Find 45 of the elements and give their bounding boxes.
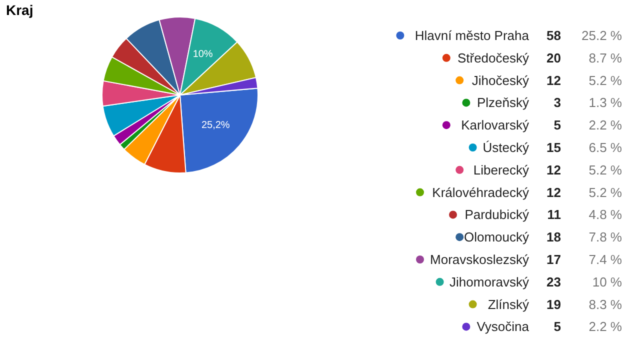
text: 11: [547, 207, 561, 222]
text: 58: [546, 28, 561, 43]
legend-label: Olomoucký: [464, 230, 530, 245]
data-label: 4.8 %: [588, 207, 622, 222]
text: 5: [554, 319, 561, 334]
data-label: 2.2 %: [588, 319, 622, 334]
legend-label: Plzeňský: [476, 95, 530, 110]
legend-label: Karlovarský: [461, 118, 530, 133]
legend-label: Liberecký: [473, 162, 530, 178]
text: 25,2%: [201, 120, 230, 131]
text: 17: [546, 252, 561, 267]
data-label: 5.2 %: [588, 184, 622, 200]
text: 23: [546, 274, 561, 290]
text: 12: [546, 162, 561, 178]
text: 19: [546, 296, 561, 312]
legend-label: Jihočeský: [472, 72, 530, 88]
data-label: 2.2 %: [588, 118, 622, 133]
data-label: 6.5 %: [588, 140, 622, 155]
data-label: 10 %: [592, 274, 622, 290]
data-label: 8.7 %: [588, 50, 622, 66]
legend-label: Středočeský: [457, 50, 530, 66]
text: 5: [554, 118, 561, 133]
text: 3: [554, 95, 561, 110]
text: 18: [546, 230, 561, 245]
legend-label: Vysočina: [476, 319, 530, 334]
legend-label: Pardubický: [464, 207, 530, 222]
data-label: 8.3 %: [588, 296, 622, 312]
legend-label: Hlavní město Praha: [414, 28, 530, 43]
data-label: 5.2 %: [588, 72, 622, 88]
legend-label: Zlínský: [488, 296, 530, 312]
data-label: 7.4 %: [588, 252, 622, 267]
data-label: 7.8 %: [588, 230, 622, 245]
legend-label: Jihomoravský: [450, 274, 530, 290]
text: 12: [546, 184, 561, 200]
text: 20: [546, 50, 561, 66]
text: 12: [546, 72, 561, 88]
legend-label: Královéhradecký: [432, 184, 530, 200]
legend-label: Moravskoslezský: [430, 252, 530, 267]
chart-title: Kraj: [6, 2, 34, 18]
legend-label: Ústecký: [482, 140, 530, 155]
data-label: 5.2 %: [588, 162, 622, 178]
data-label: 25.2 %: [582, 28, 622, 43]
data-label: 1.3 %: [588, 95, 622, 110]
text: 15: [546, 140, 561, 155]
text: 10%: [192, 48, 213, 60]
